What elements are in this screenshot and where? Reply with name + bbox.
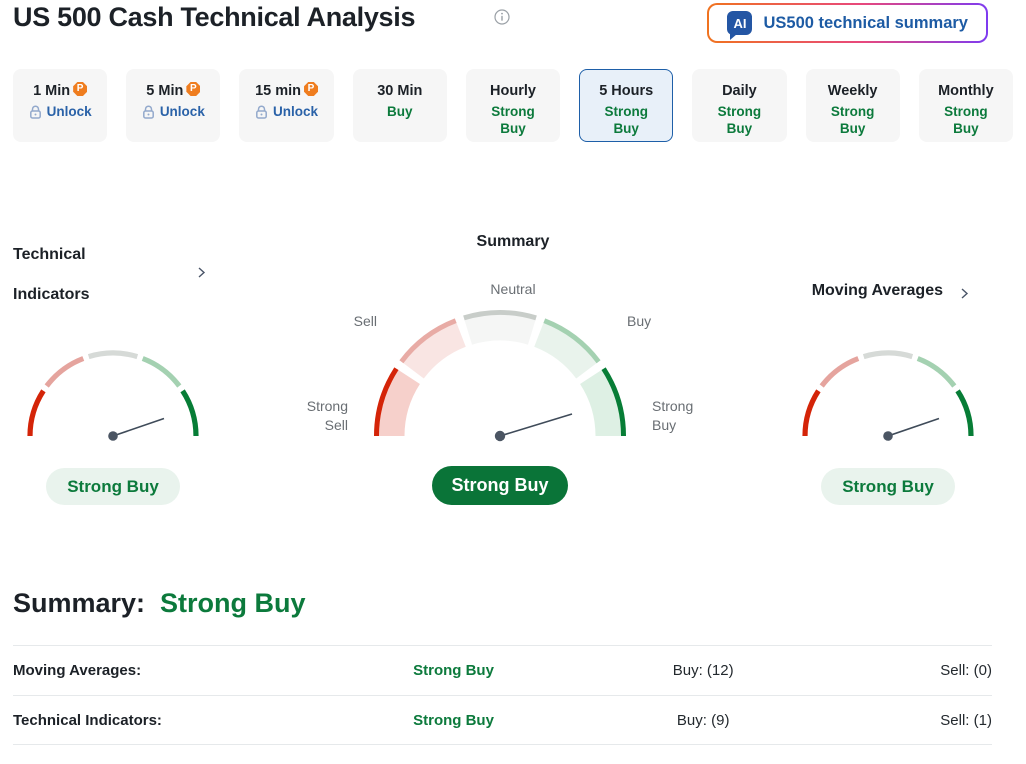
scale-label-sell: Sell <box>353 313 377 329</box>
technical-indicators-gauge <box>27 350 199 441</box>
summary-gauge-title: Summary <box>476 233 550 250</box>
investing-pro-icon: P <box>73 82 88 96</box>
tab-signal: Buy <box>387 104 413 119</box>
tab-signal: Strong Buy <box>830 104 875 136</box>
technical-indicators-title[interactable]: Technical Indicators <box>13 246 90 303</box>
tab-30-min[interactable]: 30 Min Buy <box>352 69 447 142</box>
tab-label: 15 min P <box>255 82 319 100</box>
summary-heading-label: Summary: <box>13 588 146 618</box>
tab-monthly[interactable]: Monthly Strong Buy <box>918 69 1013 142</box>
lock-icon <box>256 105 267 119</box>
row-buy-count: Buy: (9) <box>676 711 730 729</box>
row-label: Technical Indicators: <box>13 711 162 729</box>
tab-daily[interactable]: Daily Strong Buy <box>692 69 787 142</box>
chevron-right-icon[interactable] <box>196 265 207 278</box>
moving-averages-signal-badge: Strong Buy <box>821 468 955 505</box>
unlock-label: Unlock <box>46 104 92 119</box>
tab-hourly[interactable]: Hourly Strong Buy <box>465 69 561 142</box>
tab-label: Monthly <box>938 83 994 99</box>
row-signal: Strong Buy <box>413 662 494 679</box>
table-row-technical-indicators: Technical Indicators: Strong Buy Buy: (9… <box>13 695 992 745</box>
tab-1-min[interactable]: 1 Min P Unlock <box>13 69 108 142</box>
investing-pro-icon: P <box>186 82 201 96</box>
unlock-row[interactable]: Unlock <box>142 104 205 119</box>
table-row-moving-averages: Moving Averages: Strong Buy Buy: (12) Se… <box>13 645 992 695</box>
tab-label: 30 Min <box>377 83 423 99</box>
gauges-section: Technical Indicators Summary Moving Aver… <box>0 225 1026 525</box>
row-label: Moving Averages: <box>13 662 142 679</box>
scale-label-strong-buy: Strong Buy <box>652 398 694 433</box>
scale-label-neutral: Neutral <box>490 281 536 297</box>
info-icon[interactable] <box>494 9 510 25</box>
chevron-right-icon <box>959 286 970 299</box>
tab-5-min[interactable]: 5 Min P Unlock <box>126 69 221 142</box>
moving-averages-title-row[interactable]: Moving Averages <box>812 282 970 300</box>
unlock-row[interactable]: Unlock <box>29 104 92 119</box>
tab-signal: Strong Buy <box>717 104 762 136</box>
tab-signal: Strong Buy <box>491 104 535 136</box>
tab-15-min[interactable]: 15 min P Unlock <box>239 69 334 142</box>
timeframe-tabs: 1 Min P Unlock 5 Min P Unlock 15 min P Unlo… <box>13 69 1013 142</box>
unlock-row[interactable]: Unlock <box>255 104 318 119</box>
unlock-label: Unlock <box>273 104 319 119</box>
technical-indicators-signal-badge: Strong Buy <box>46 468 180 505</box>
tab-signal: Strong Buy <box>944 104 988 136</box>
tab-label: 5 Hours <box>599 83 654 99</box>
investing-pro-icon: P <box>304 82 319 96</box>
ai-summary-button[interactable]: AI US500 technical summary <box>707 3 988 43</box>
moving-averages-title: Moving Averages <box>811 282 943 299</box>
tab-label: 1 Min P <box>33 82 88 100</box>
row-sell-count: Sell: (0) <box>940 662 992 679</box>
moving-averages-gauge <box>802 350 974 441</box>
lock-icon <box>142 105 154 119</box>
tab-label: 5 Min P <box>146 82 201 100</box>
ai-button-label: US500 technical summary <box>763 13 968 32</box>
summary-heading: Summary: Strong Buy <box>13 588 306 619</box>
scale-label-strong-sell: Strong Sell <box>306 398 348 433</box>
row-sell-count: Sell: (1) <box>940 711 992 729</box>
ai-icon: AI <box>727 11 753 40</box>
summary-heading-value: Strong Buy <box>160 588 306 618</box>
lock-icon <box>29 105 41 119</box>
unlock-label: Unlock <box>159 104 205 119</box>
tab-weekly[interactable]: Weekly Strong Buy <box>805 69 900 142</box>
row-signal: Strong Buy <box>413 711 494 729</box>
summary-signal-badge: Strong Buy <box>432 466 568 505</box>
page-title: US 500 Cash Technical Analysis <box>13 2 416 32</box>
tab-signal: Strong Buy <box>604 104 648 136</box>
tab-label: Hourly <box>490 83 536 99</box>
tab-label: Daily <box>722 83 757 99</box>
row-buy-count: Buy: (12) <box>672 662 734 679</box>
summary-gauge <box>373 310 627 442</box>
tab-label: Weekly <box>827 83 878 99</box>
summary-table: Moving Averages: Strong Buy Buy: (12) Se… <box>13 645 992 745</box>
tab-5-hours-selected[interactable]: 5 Hours Strong Buy <box>579 69 674 142</box>
scale-label-buy: Buy <box>627 313 652 329</box>
